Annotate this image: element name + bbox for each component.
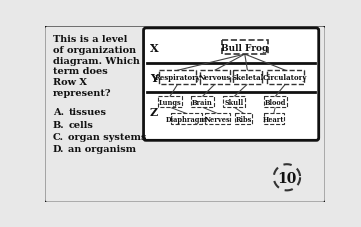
Text: Heart: Heart: [263, 115, 284, 123]
FancyBboxPatch shape: [158, 97, 182, 108]
Text: Respiratory: Respiratory: [155, 74, 201, 82]
Text: Nerves: Nerves: [204, 115, 230, 123]
FancyBboxPatch shape: [171, 114, 202, 125]
Text: tissues: tissues: [68, 108, 106, 117]
Text: of organization: of organization: [53, 46, 136, 55]
Text: Lungs: Lungs: [158, 98, 181, 106]
Text: Diaphragm: Diaphragm: [165, 115, 207, 123]
Text: Blood: Blood: [265, 98, 286, 106]
Text: This is a level: This is a level: [53, 35, 127, 44]
Text: Skeletal: Skeletal: [231, 74, 264, 82]
FancyBboxPatch shape: [233, 71, 262, 85]
FancyBboxPatch shape: [200, 71, 230, 85]
Text: Brain: Brain: [192, 98, 213, 106]
FancyBboxPatch shape: [159, 71, 196, 85]
Text: diagram. Which: diagram. Which: [53, 56, 140, 65]
Text: Skull: Skull: [225, 98, 244, 106]
Text: represent?: represent?: [53, 89, 112, 98]
Text: A.: A.: [53, 108, 64, 117]
FancyBboxPatch shape: [264, 114, 284, 125]
Text: cells: cells: [68, 120, 93, 129]
Text: Ribs: Ribs: [235, 115, 252, 123]
FancyBboxPatch shape: [267, 71, 304, 85]
Text: 10: 10: [277, 171, 297, 185]
FancyBboxPatch shape: [191, 97, 214, 108]
Text: Y: Y: [150, 72, 158, 83]
Text: B.: B.: [53, 120, 65, 129]
FancyBboxPatch shape: [205, 114, 230, 125]
FancyBboxPatch shape: [44, 26, 326, 204]
Text: Circulatory: Circulatory: [263, 74, 308, 82]
Text: an organism: an organism: [68, 145, 136, 153]
Text: Row X: Row X: [53, 78, 87, 87]
FancyBboxPatch shape: [144, 29, 319, 141]
Text: Bull Frog: Bull Frog: [221, 43, 268, 52]
Text: C.: C.: [53, 132, 64, 141]
FancyBboxPatch shape: [222, 41, 268, 55]
Text: Z: Z: [150, 106, 158, 117]
Text: X: X: [150, 42, 158, 53]
Text: Nervous: Nervous: [199, 74, 231, 82]
Text: organ systems: organ systems: [68, 132, 147, 141]
FancyBboxPatch shape: [235, 114, 252, 125]
Text: term does: term does: [53, 67, 108, 76]
FancyBboxPatch shape: [223, 97, 245, 108]
Text: D.: D.: [53, 145, 64, 153]
FancyBboxPatch shape: [264, 97, 287, 108]
